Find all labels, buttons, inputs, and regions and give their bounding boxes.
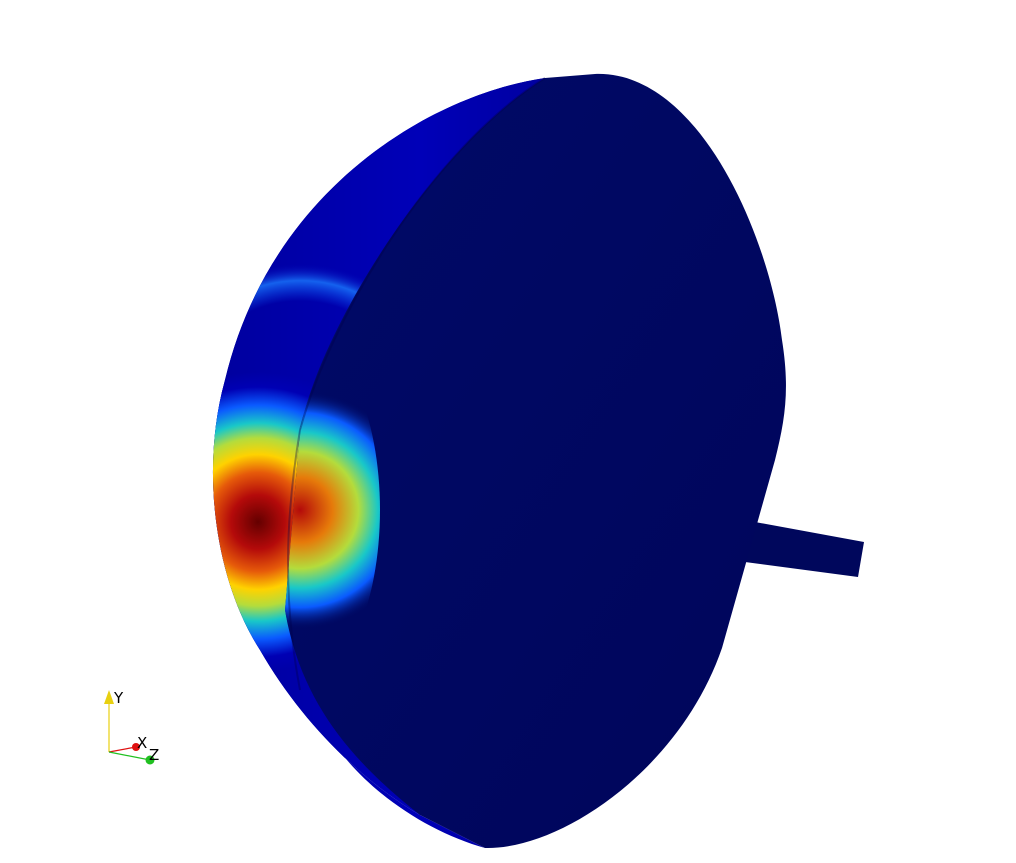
x-axis-label: X [137, 734, 147, 752]
stem [745, 522, 864, 577]
z-axis-arrow [145, 755, 155, 765]
x-axis-arrow [132, 743, 140, 751]
z-axis-label: Z [149, 746, 159, 764]
y-axis-label: Y [113, 689, 124, 707]
x-axis-line [108, 746, 137, 753]
z-axis-line [108, 751, 151, 761]
cut-face [285, 73, 786, 849]
y-axis-arrow [104, 690, 114, 704]
orientation-axes: Y X Z [104, 689, 159, 765]
